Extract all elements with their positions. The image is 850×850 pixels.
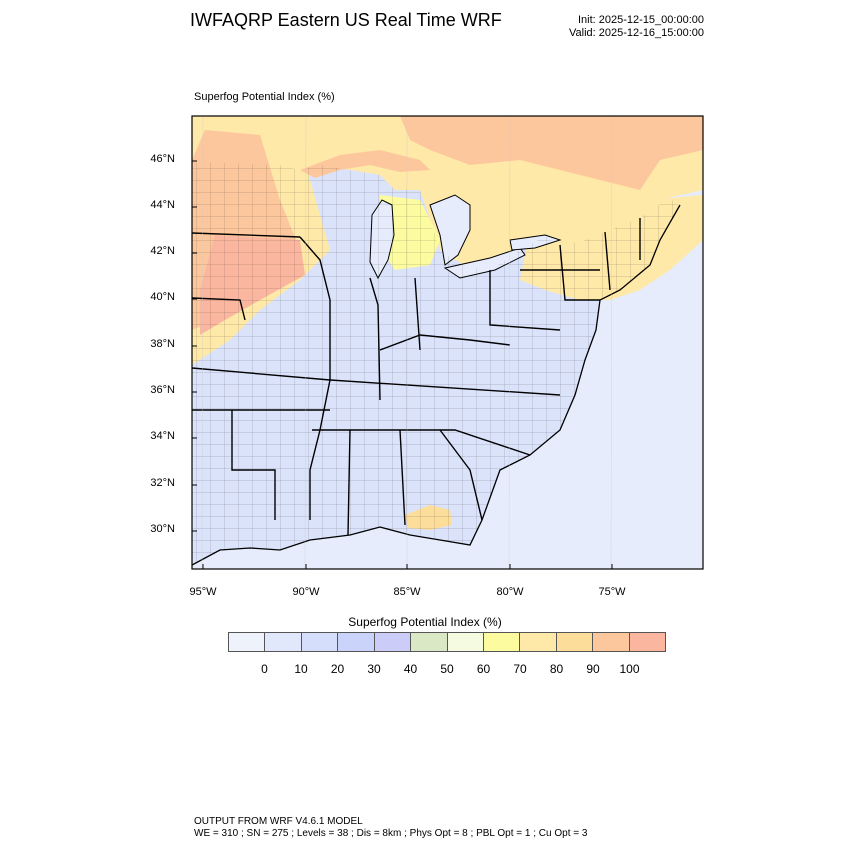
us-coastline <box>192 204 681 566</box>
colorbar-label: 20 <box>330 662 345 676</box>
colorbar-label: 60 <box>476 662 491 676</box>
lon-label: 95°W <box>189 586 217 598</box>
colorbar-label: 50 <box>440 662 454 676</box>
lat-label: 42°N <box>150 245 175 257</box>
lat-label: 36°N <box>150 384 175 396</box>
colorbar-swatch <box>411 633 448 651</box>
lake-huron <box>429 194 471 266</box>
valid-time: Valid: 2025-12-16_15:00:00 <box>569 27 704 39</box>
lat-label: 34°N <box>150 430 175 442</box>
colorbar-swatch <box>374 633 412 651</box>
lat-label: 40°N <box>150 291 175 303</box>
colorbar-swatch <box>520 633 557 651</box>
model-info: OUTPUT FROM WRF V4.6.1 MODEL <box>194 816 363 827</box>
colorbar-label: 90 <box>586 662 600 676</box>
colorbar-swatch <box>629 633 666 651</box>
lat-label: 38°N <box>150 338 175 350</box>
lon-label: 75°W <box>598 586 626 598</box>
map-frame <box>191 115 704 570</box>
lat-label: 46°N <box>150 153 175 165</box>
colorbar-swatch <box>301 633 339 651</box>
lat-label: 32°N <box>150 477 175 489</box>
colorbar-label: 30 <box>367 662 381 676</box>
colorbar-title: Superfog Potential Index (%) <box>348 615 502 629</box>
colorbar-swatch <box>229 633 266 651</box>
lon-label: 90°W <box>292 586 320 598</box>
colorbar-swatch <box>338 633 375 651</box>
colorbar-swatch <box>593 633 630 651</box>
colorbar-label: 80 <box>549 662 564 676</box>
panel-label: Superfog Potential Index (%) <box>194 91 335 103</box>
lon-label: 85°W <box>393 586 421 598</box>
colorbar-swatch <box>447 633 484 651</box>
colorbar-label: 10 <box>294 662 308 676</box>
county-lines <box>192 162 680 565</box>
axis-ticks <box>192 160 613 569</box>
model-config: WE = 310 ; SN = 275 ; Levels = 38 ; Dis … <box>194 828 588 839</box>
colorbar-swatch <box>265 633 302 651</box>
lat-label: 30°N <box>150 523 175 535</box>
init-time: Init: 2025-12-15_00:00:00 <box>578 14 704 26</box>
colorbar-label: 100 <box>619 662 640 676</box>
colorbar <box>228 632 666 652</box>
colorbar-label: 0 <box>261 662 268 676</box>
colorbar-swatch <box>556 633 594 651</box>
graticule <box>201 116 613 569</box>
canada-hot-area <box>400 116 703 190</box>
state-boundaries <box>192 218 641 536</box>
lon-label: 80°W <box>496 586 524 598</box>
colorbar-label: 70 <box>513 662 527 676</box>
lat-label: 44°N <box>150 199 175 211</box>
page-title: IWFAQRP Eastern US Real Time WRF <box>190 10 502 30</box>
colorbar-label: 40 <box>403 662 418 676</box>
colorbar-swatch <box>483 633 521 651</box>
